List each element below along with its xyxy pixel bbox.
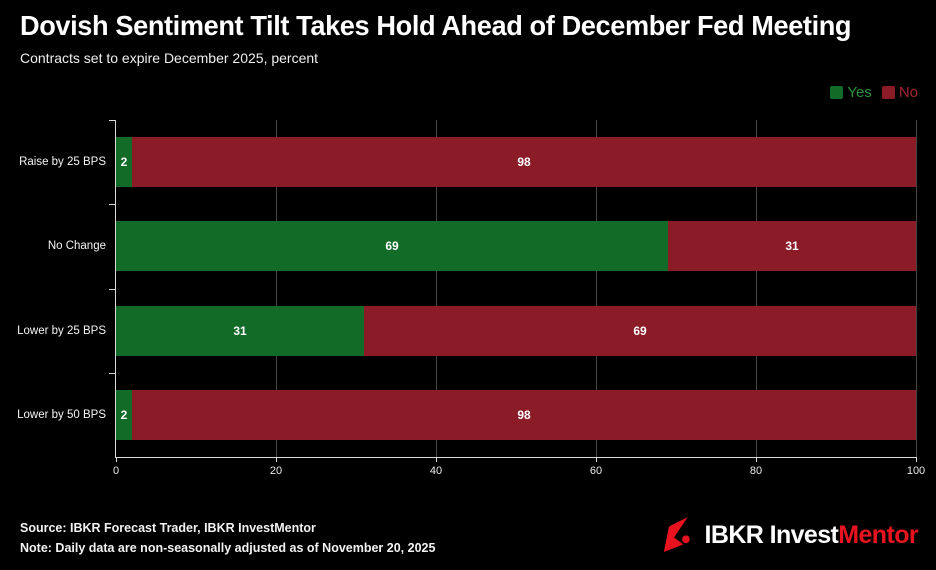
- ibkr-logo-text-white: IBKR Invest: [704, 520, 839, 549]
- bar-segment-yes: 2: [116, 389, 132, 440]
- chart-title: Dovish Sentiment Tilt Takes Hold Ahead o…: [20, 10, 852, 41]
- x-axis-tick-label: 100: [906, 465, 926, 477]
- category-label: Lower by 50 BPS: [17, 408, 106, 421]
- bar-value-label: 31: [785, 239, 799, 254]
- bar-segment-no: 98: [132, 389, 916, 440]
- bar-segment-yes: 2: [116, 137, 132, 188]
- gridline-x-60: [596, 120, 597, 457]
- data-note: Note: Daily data are non-seasonally adju…: [20, 541, 436, 555]
- legend-label-no: No: [898, 84, 918, 101]
- bar-row-lower-by-25-bps: Lower by 25 BPS 31 69: [17, 305, 916, 356]
- chart-subtitle: Contracts set to expire December 2025, p…: [20, 50, 319, 66]
- bar-value-label: 2: [120, 407, 128, 422]
- bar-segment-yes: 69: [116, 221, 668, 272]
- ibkr-investmentor-logo: IBKR InvestMentor: [663, 517, 919, 553]
- bar-segment-no: 69: [364, 305, 916, 356]
- bar-row-lower-by-50-bps: Lower by 50 BPS 2 98: [17, 389, 916, 440]
- x-axis-tick-label: 60: [589, 465, 603, 477]
- x-axis-tick-label: 0: [112, 465, 120, 477]
- legend-swatch-yes: [830, 86, 844, 99]
- ibkr-logo-text-red: Mentor: [838, 520, 918, 549]
- x-axis-tick: [596, 457, 597, 462]
- gridline-x-20: [276, 120, 277, 457]
- gridline-x-100: [916, 120, 917, 457]
- bar-segment-no: 31: [668, 221, 916, 272]
- y-axis-tick: [109, 288, 116, 290]
- x-axis-tick: [756, 457, 757, 462]
- x-axis-tick-label: 80: [749, 465, 763, 477]
- y-axis-tick: [109, 120, 116, 121]
- legend-label-yes: Yes: [847, 84, 872, 101]
- legend-swatch-no: [881, 86, 895, 99]
- plot-area: Raise by 25 BPS 2 98 No Change 69 31 Lower by …: [17, 120, 925, 477]
- bar-value-label: 69: [385, 239, 399, 254]
- source-note: Source: IBKR Forecast Trader, IBKR Inves…: [20, 521, 316, 535]
- x-axis-tick: [916, 457, 917, 462]
- bar-value-label: 2: [120, 155, 128, 170]
- ibkr-logo-text: IBKR InvestMentor: [704, 520, 919, 550]
- bar-segment-yes: 31: [116, 305, 364, 356]
- x-axis-tick: [276, 457, 277, 462]
- y-axis-tick: [109, 372, 116, 374]
- category-label: Lower by 25 BPS: [17, 324, 106, 337]
- ibkr-logo-icon: [663, 517, 690, 552]
- x-axis-tick: [116, 457, 117, 462]
- bar-segment-no: 98: [132, 137, 916, 188]
- x-axis-tick-label: 40: [429, 465, 443, 477]
- bar-value-label: 31: [233, 323, 247, 338]
- y-axis-tick: [109, 204, 116, 206]
- gridline-x-80: [756, 120, 757, 457]
- legend: Yes No: [830, 84, 918, 101]
- category-label: Raise by 25 BPS: [19, 156, 106, 169]
- bar-row-raise-by-25-bps: Raise by 25 BPS 2 98: [19, 137, 916, 188]
- category-label: No Change: [47, 240, 106, 253]
- legend-item-yes: Yes: [830, 84, 872, 101]
- bar-value-label: 98: [517, 155, 531, 170]
- x-axis-tick-label: 20: [269, 465, 283, 477]
- gridline-x-40: [436, 120, 437, 457]
- x-axis-tick: [436, 457, 437, 462]
- bar-value-label: 69: [633, 323, 647, 338]
- legend-item-no: No: [881, 84, 918, 101]
- bar-row-no-change: No Change 69 31: [48, 221, 916, 272]
- bar-value-label: 98: [517, 407, 531, 422]
